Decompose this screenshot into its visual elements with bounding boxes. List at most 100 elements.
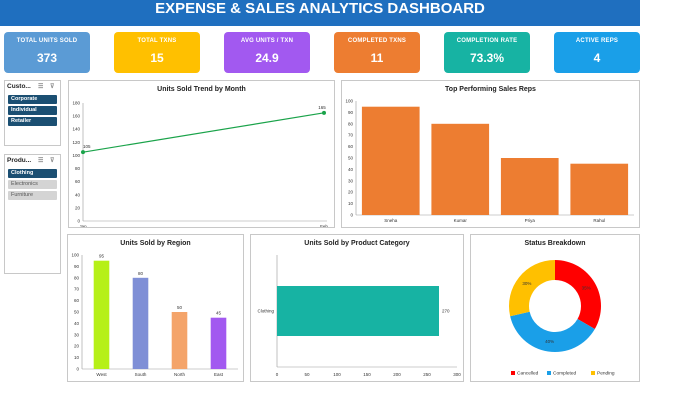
bar [570,163,629,215]
category-chart-title: Units Sold by Product Category [304,240,410,247]
y-tick-label: 80 [74,275,80,280]
y-tick-label: 120 [72,140,80,145]
kpi-value: 4 [593,51,601,65]
bar [431,123,490,215]
x-tick-label: Sneha [384,218,398,223]
trend-point [81,150,85,155]
region-chart: Units Sold by Region 0 10 20 30 40 50 60 70 80 90… [67,234,244,382]
slicer-item[interactable]: Clothing [8,169,57,178]
units-trend-chart: Units Sold Trend by Month 0 20 40 60 80 100 12… [68,80,335,228]
x-tick-label: North [174,372,186,377]
clear-filter-icon[interactable]: ⊽ [50,158,55,164]
x-tick-label: 200 [393,372,401,377]
y-tick-label: 180 [72,101,80,106]
y-tick-label: 100 [72,153,80,158]
slicer-item[interactable]: Furniture [8,191,57,200]
y-tick-label: 160 [72,114,80,119]
y-tick-label: 100 [71,253,79,258]
bar [277,286,439,336]
y-tick-label: 90 [74,264,80,269]
data-label: 80 [138,271,144,276]
multi-select-icon[interactable]: ☰ [38,158,44,164]
y-tick-label: 90 [348,110,354,115]
y-tick-label: 0 [77,219,80,224]
trend-chart-title: Units Sold Trend by Month [157,86,246,93]
x-tick-label: South [135,372,147,377]
kpi-value: 73.3% [469,51,505,65]
clear-filter-icon[interactable]: ⊽ [50,84,55,90]
y-tick-label: 0 [350,213,353,218]
legend-label: Completed [553,371,577,377]
status-chart-title: Status Breakdown [524,240,586,247]
y-tick-label: 140 [72,127,80,132]
trend-plot: 0 20 40 60 80 100 120 140 160 180 105 Jan 165 Feb [72,101,328,228]
data-label: 45 [216,311,222,316]
y-tick-label: 0 [76,367,79,372]
kpi-value: 24.9 [255,51,279,65]
data-label: 35% [582,286,591,291]
x-tick-label: 100 [333,372,341,377]
x-tick-label: West [96,372,107,377]
x-tick-label: Priya [525,218,536,223]
donut-slice [509,260,555,317]
slicer-item[interactable]: Electronics [8,180,57,189]
data-label: 40% [545,339,554,344]
x-tick-label: 250 [423,372,431,377]
y-tick-label: 70 [348,133,354,138]
product-slicer[interactable]: Produ... ☰ ⊽ Clothing Electronics Furnitur… [4,154,61,274]
reps-plot: 0 10 20 30 40 50 60 70 80 90 100 Sneha Kumar Priya Rah… [345,99,634,223]
bar [361,106,420,215]
data-label: 165 [318,105,326,110]
slicer-item[interactable]: Corporate [8,95,57,104]
kpi-label: COMPLETED TXNS [347,38,407,44]
kpi-label: TOTAL TXNS [137,38,177,44]
y-tick-label: 40 [75,192,81,197]
y-tick-label: 10 [348,201,354,206]
data-label: 95 [99,254,105,259]
category-plot: 0 50 100 150 200 250 300 270 Clothing [257,255,461,377]
trend-point [322,110,326,115]
data-label: 30% [522,281,531,286]
slicer-item[interactable]: Individual [8,106,57,115]
x-tick-label: Rahul [593,218,605,223]
kpi-card: TOTAL TXNS 15 [114,32,200,73]
kpi-card: AVG UNITS / TXN 24.9 [224,32,310,73]
legend-label: Cancelled [517,371,539,377]
product-slicer-title: Produ... [7,157,32,164]
x-tick-label: Kumar [454,218,468,223]
kpi-label: ACTIVE REPS [575,38,619,44]
legend-swatch [591,371,595,375]
x-tick-label: Feb [320,224,328,227]
y-tick-label: 40 [74,321,80,326]
kpi-card: COMPLETION RATE 73.3% [444,32,530,73]
customer-slicer[interactable]: Custo... ☰ ⊽ Corporate Individual Retailer [4,80,61,146]
multi-select-icon[interactable]: ☰ [38,84,44,90]
status-chart: Status Breakdown 35% 40% 30% Cancelled Compl… [470,234,640,382]
y-tick-label: 50 [348,156,354,161]
legend-swatch [511,371,515,375]
y-tick-label: 60 [74,298,80,303]
y-tick-label: 30 [74,332,80,337]
y-tick-label: 100 [345,99,353,104]
data-label: 50 [177,305,183,310]
y-tick-label: Clothing [257,309,274,314]
kpi-card: TOTAL UNITS SOLD 373 [4,32,90,73]
donut-slice [510,311,595,352]
kpi-value: 15 [150,51,164,65]
x-tick-label: East [214,372,224,377]
kpi-value: 373 [36,51,58,65]
y-tick-label: 80 [348,121,354,126]
slicer-item[interactable]: Retailer [8,117,57,126]
x-tick-label: Jan [79,224,87,227]
y-tick-label: 40 [348,167,354,172]
legend-swatch [547,371,551,375]
category-chart: Units Sold by Product Category 0 50 100 150… [250,234,464,382]
x-tick-label: 150 [363,372,371,377]
region-plot: 0 10 20 30 40 50 60 70 80 90 100 95 West 80 South 50 Nor… [71,253,238,377]
kpi-label: TOTAL UNITS SOLD [16,38,78,44]
dashboard-title: EXPENSE & SALES ANALYTICS DASHBOARD [0,0,640,26]
donut-slice [555,260,601,329]
y-tick-label: 60 [348,144,354,149]
y-tick-label: 30 [348,178,354,183]
top-reps-chart: Top Performing Sales Reps 0 10 20 30 40 50 60 7… [341,80,640,228]
